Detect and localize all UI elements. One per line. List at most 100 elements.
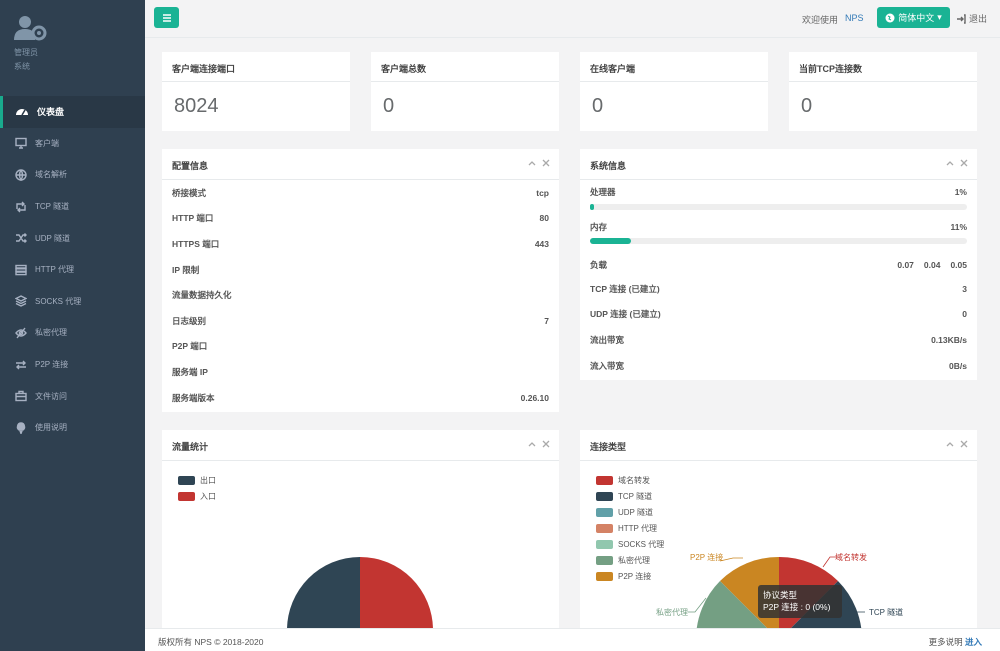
stat-value: 8024: [174, 95, 219, 117]
stat-title: 当前TCP连接数: [789, 52, 977, 82]
legend-label: 私密代理: [618, 555, 650, 565]
mem-progress-bar: [590, 238, 967, 244]
close-icon[interactable]: [960, 159, 968, 167]
collapse-icon[interactable]: [528, 440, 536, 448]
sidebar-item-label: P2P 连接: [35, 360, 69, 370]
collapse-icon[interactable]: [946, 159, 954, 167]
shuffle-icon: [16, 233, 27, 244]
sidebar-item-http[interactable]: HTTP 代理: [0, 254, 145, 286]
legend-item[interactable]: 出口: [178, 472, 216, 488]
pie-label-secret: 私密代理: [656, 607, 688, 617]
globe-icon: [885, 13, 895, 22]
legend-item[interactable]: P2P 连接: [596, 568, 664, 584]
stat-title: 客户端总数: [371, 52, 559, 82]
legend-swatch: [596, 475, 613, 485]
collapse-icon[interactable]: [528, 159, 536, 167]
language-dropdown-button[interactable]: 简体中文 ▾: [877, 7, 950, 28]
legend-item[interactable]: 入口: [178, 488, 216, 504]
collapse-icon[interactable]: [946, 440, 954, 448]
hamburger-icon: [162, 13, 171, 22]
sidebar-item-p2p[interactable]: P2P 连接: [0, 349, 145, 381]
logout-button[interactable]: 退出: [956, 12, 987, 25]
panel-title: 配置信息: [172, 161, 209, 171]
layers-icon: [15, 295, 27, 308]
traffic-panel: 流量统计 出口 入口: [162, 430, 559, 628]
sidebar-item-label: 域名解析: [35, 170, 67, 180]
admin-avatar-icon: [14, 14, 48, 44]
pie-slice-in[interactable]: [360, 557, 433, 628]
config-row: 服务端 IP: [162, 359, 559, 385]
legend-label: SOCKS 代理: [618, 539, 665, 549]
pie-slice-out[interactable]: [287, 557, 360, 628]
stat-title: 客户端连接端口: [162, 52, 350, 82]
tooltip-title: 协议类型: [763, 590, 798, 600]
sidebar-item-domain[interactable]: 域名解析: [0, 159, 145, 191]
config-key: 服务端 IP: [172, 366, 208, 377]
server-icon: [15, 264, 27, 276]
config-row: HTTPS 端口 443: [162, 231, 559, 257]
pie-slice-secret[interactable]: [696, 581, 779, 628]
panel-title: 流量统计: [172, 442, 209, 452]
legend-item[interactable]: 域名转发: [596, 472, 664, 488]
config-key: 服务端版本: [172, 392, 215, 403]
sidebar-item-tcp[interactable]: TCP 隧道: [0, 191, 145, 223]
pie-label-tcp: TCP 隧道: [869, 607, 903, 617]
nps-link[interactable]: NPS: [845, 13, 864, 23]
load-values: 0.07 0.04 0.05: [897, 260, 967, 270]
legend-label: 出口: [200, 475, 216, 485]
legend-swatch: [178, 475, 195, 485]
menu-toggle-button[interactable]: [154, 7, 179, 28]
legend-item[interactable]: SOCKS 代理: [596, 536, 664, 552]
sysinfo-panel: 系统信息 处理器 1% 内存 11% 负载 0.07 0.04 0.05 TCP 连…: [580, 149, 977, 380]
legend-swatch: [596, 555, 613, 565]
config-key: HTTPS 端口: [172, 238, 220, 249]
sysinfo-key: 流入带宽: [590, 360, 625, 371]
sidebar-item-clients[interactable]: 客户端: [0, 128, 145, 160]
sysinfo-value: 0B/s: [949, 360, 967, 371]
cpu-value: 1%: [954, 187, 967, 197]
load-row: 负载 0.07 0.04 0.05: [580, 244, 977, 276]
sidebar-item-secret[interactable]: 私密代理: [0, 317, 145, 349]
config-row: P2P 端口: [162, 334, 559, 360]
sidebar-item-socks[interactable]: SOCKS 代理: [0, 286, 145, 318]
config-key: HTTP 端口: [172, 213, 214, 224]
legend-swatch: [596, 523, 613, 533]
label-line-secret: [688, 597, 707, 613]
legend-item[interactable]: HTTP 代理: [596, 520, 664, 536]
legend-item[interactable]: 私密代理: [596, 552, 664, 568]
enter-link[interactable]: 进入: [964, 637, 982, 647]
more-info-label: 更多说明: [928, 637, 963, 647]
sidebar-item-dashboard[interactable]: 仪表盘: [0, 96, 145, 128]
stat-value: 0: [801, 95, 813, 117]
chart-tooltip: 协议类型 P2P 连接 : 0 (0%): [758, 585, 842, 618]
pie-label-domain: 域名转发: [835, 552, 867, 562]
config-row: 服务端版本 0.26.10: [162, 385, 559, 411]
cpu-label: 处理器: [590, 187, 616, 197]
legend-item[interactable]: TCP 隧道: [596, 488, 664, 504]
stat-title: 在线客户端: [580, 52, 768, 82]
footer: 版权所有 NPS © 2018-2020 更多说明 进入: [145, 628, 1000, 651]
stat-online-clients: 在线客户端 0: [580, 52, 768, 131]
profile: 管理员 系统: [0, 0, 145, 96]
legend-label: TCP 隧道: [618, 491, 653, 501]
sysinfo-row: UDP 连接 (已建立) 0: [580, 302, 977, 328]
sidebar-item-label: 仪表盘: [37, 107, 65, 118]
stat-value: 0: [383, 95, 395, 117]
sidebar-item-help[interactable]: 使用说明: [0, 412, 145, 444]
config-value: 80: [539, 213, 549, 224]
sidebar-item-label: UDP 隧道: [35, 233, 70, 243]
close-icon[interactable]: [542, 440, 550, 448]
sidebar-item-udp[interactable]: UDP 隧道: [0, 222, 145, 254]
stat-tcp-connections: 当前TCP连接数 0: [789, 52, 977, 131]
close-icon[interactable]: [542, 159, 550, 167]
mem-value: 11%: [950, 222, 967, 232]
sidebar-item-file[interactable]: 文件访问: [0, 380, 145, 412]
pie-label-p2p: P2P 连接: [690, 552, 723, 562]
lightbulb-icon: [16, 422, 26, 434]
legend-label: 入口: [200, 491, 216, 501]
close-icon[interactable]: [960, 440, 968, 448]
stat-client-total: 客户端总数 0: [371, 52, 559, 131]
legend-item[interactable]: UDP 隧道: [596, 504, 664, 520]
config-value: tcp: [536, 187, 549, 198]
mem-row: 内存 11%: [580, 210, 977, 238]
